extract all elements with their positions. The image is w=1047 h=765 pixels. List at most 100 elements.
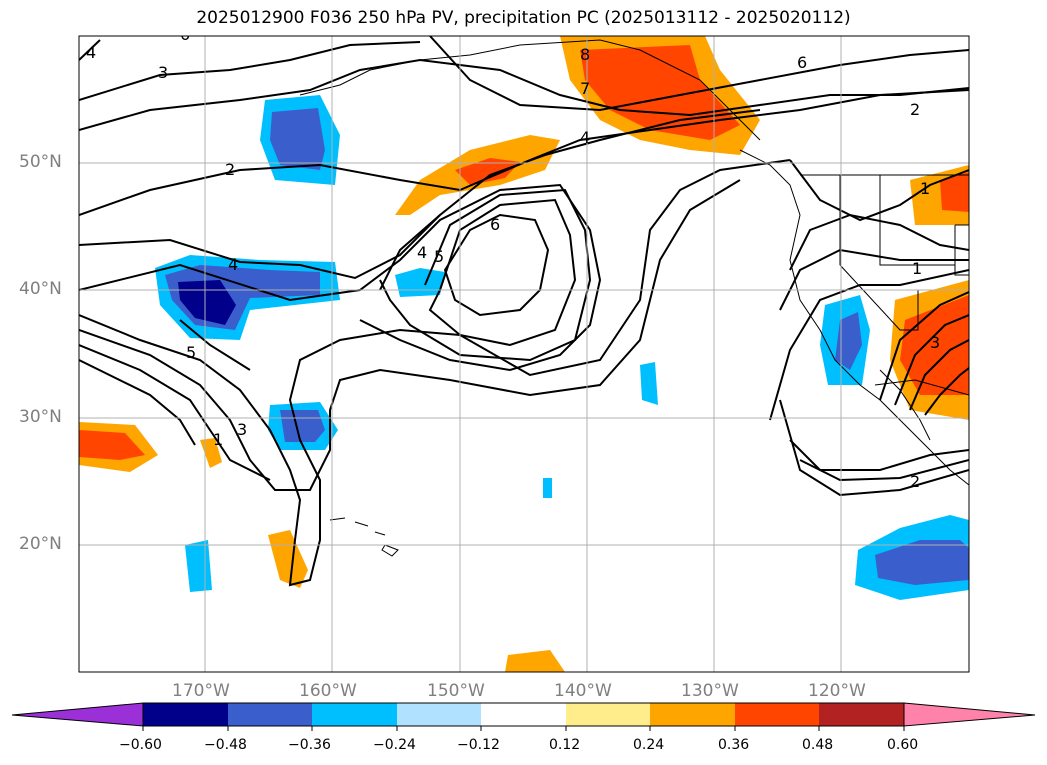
- contour-4-mid: [79, 109, 761, 280]
- contour-east-1: [779, 248, 969, 311]
- precip-blob-aleut-core: [270, 108, 325, 170]
- contour-label: 1: [912, 259, 922, 278]
- precip-blob-mid2: [543, 478, 552, 498]
- lon-label-160w: 160°W: [299, 681, 357, 701]
- pv-contours: [79, 36, 969, 587]
- contour-3-north: [79, 41, 421, 101]
- lat-label-50: 50°N: [19, 152, 62, 172]
- contour-east-outer-2: [789, 439, 969, 471]
- colorbar-ticks: [142, 726, 905, 731]
- colorbar-swatch: [819, 703, 904, 726]
- contour-label: 4: [228, 255, 238, 274]
- colorbar-tick-label: −0.24: [373, 737, 416, 753]
- contour-label: 4: [86, 43, 96, 62]
- contour-east-rings-2: [894, 314, 969, 406]
- lon-label-170w: 170°W: [172, 681, 230, 701]
- colorbar-swatch: [228, 703, 312, 726]
- border-state-3: [839, 264, 919, 331]
- precip-blob-mid1: [640, 362, 658, 405]
- contour-west-5: [179, 319, 251, 371]
- contour-east-rings-3: [909, 339, 969, 411]
- contour-label: 3: [237, 420, 247, 439]
- precip-blob-baja-core: [900, 295, 969, 395]
- colorbar-swatch: [566, 703, 650, 726]
- contour-label: 6: [180, 25, 190, 44]
- lon-label-120w: 120°W: [808, 681, 866, 701]
- contour-east-outer-3: [799, 459, 969, 482]
- coast-alaska: [299, 39, 761, 141]
- contour-4-nw: [79, 39, 101, 61]
- precip-blob-west-core: [79, 430, 145, 460]
- contour-east-outer: [769, 269, 969, 421]
- colorbar-tick-label: 0.48: [802, 737, 834, 753]
- precip-blob-midpac-core: [455, 158, 520, 185]
- contour-label: 2: [225, 160, 235, 179]
- contour-labels: 4 3 2 6 8 7 6 2 4 6 5 4 4 5 1 1 3 2 1 3: [86, 25, 940, 491]
- contour-label: 6: [490, 215, 500, 234]
- contour-2-north: [79, 58, 969, 131]
- contour-3-b: [379, 214, 441, 291]
- colorbar-tick-label: 0.12: [549, 737, 581, 753]
- contour-wave-4: [79, 359, 196, 446]
- contour-east-rings-4: [924, 367, 969, 416]
- colorbar-tick-label: −0.12: [457, 737, 500, 753]
- colorbar-tick-label: 0.60: [887, 737, 919, 753]
- contour-wave-3: [79, 344, 271, 481]
- colorbar-extend-max: [903, 702, 1036, 727]
- precip-blob-small2: [268, 530, 308, 588]
- colorbar-tick-label: 0.24: [633, 737, 665, 753]
- contour-label: 3: [930, 333, 940, 352]
- colorbar-swatch: [650, 703, 735, 726]
- precip-blob-se-core: [875, 540, 969, 585]
- hawaii-islands: [329, 517, 399, 557]
- plot-area: 4 3 2 6 8 7 6 2 4 6 5 4 4 5 1 1 3 2 1 3: [79, 25, 969, 672]
- contour-6-north: [429, 36, 969, 112]
- coast-baja: [879, 369, 931, 441]
- precip-blob-calif-core: [835, 312, 862, 370]
- contour-label: 8: [580, 45, 590, 64]
- colorbar-swatch: [735, 703, 819, 726]
- border-mexico: [874, 379, 969, 396]
- map-title: 2025012900 F036 250 hPa PV, precipitatio…: [196, 8, 851, 28]
- precip-blob-w30-core: [280, 410, 325, 442]
- contour-5-b: [428, 198, 577, 347]
- colorbar-tick-label: −0.48: [204, 737, 247, 753]
- lat-label-20: 20°N: [19, 534, 62, 554]
- colorbar: [11, 702, 1036, 731]
- colorbar-swatch: [481, 703, 566, 726]
- colorbar-swatch: [397, 703, 481, 726]
- contour-wave-1: [79, 159, 791, 587]
- contour-label: 5: [434, 247, 444, 266]
- contour-label: 4: [580, 128, 590, 147]
- colorbar-frame: [142, 702, 905, 727]
- colorbar-swatch: [143, 703, 228, 726]
- contour-label: 7: [580, 79, 590, 98]
- colorbar-tick-label: −0.60: [119, 737, 162, 753]
- contour-east-rings-1: [879, 291, 969, 401]
- coast-west-na: [739, 149, 969, 486]
- contour-1-east: [789, 159, 969, 222]
- contour-label: 5: [186, 343, 196, 362]
- precip-blob-small3: [505, 650, 565, 672]
- contour-east-loop: [789, 213, 969, 271]
- colorbar-tick-label: 0.36: [718, 737, 750, 753]
- precip-shading: [79, 36, 969, 672]
- contour-label: 6: [797, 53, 807, 72]
- precip-blob-bc-core: [580, 45, 740, 140]
- lat-label-30: 30°N: [19, 407, 62, 427]
- coastlines: [299, 39, 969, 557]
- colorbar-swatch: [312, 703, 397, 726]
- lat-label-40: 40°N: [19, 279, 62, 299]
- lon-label-150w: 150°W: [427, 681, 485, 701]
- contour-label: 4: [417, 243, 427, 262]
- lon-label-140w: 140°W: [554, 681, 612, 701]
- border-state-2: [879, 175, 955, 266]
- contour-5-a: [79, 183, 602, 372]
- contour-2-east: [779, 399, 969, 497]
- contour-label: 1: [213, 430, 223, 449]
- precip-blob-east-core: [940, 172, 969, 212]
- contour-label: 3: [158, 63, 168, 82]
- contour-label: 2: [910, 100, 920, 119]
- precip-blob-hawaii-w: [185, 540, 212, 592]
